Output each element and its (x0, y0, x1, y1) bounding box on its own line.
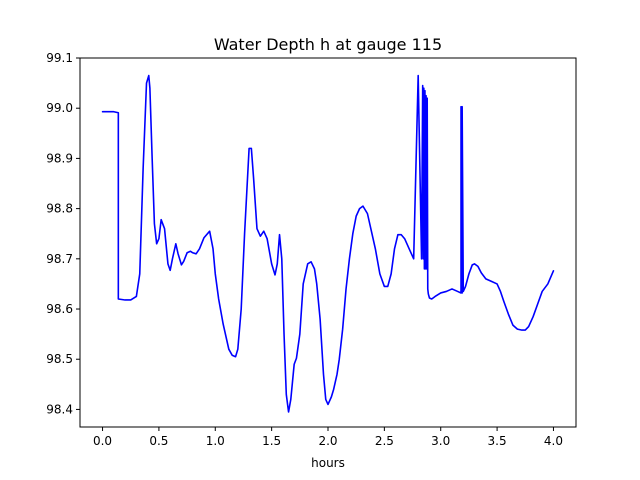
x-tick-label: 2.0 (318, 434, 337, 448)
plot-area (101, 74, 555, 413)
y-tick-label: 98.5 (46, 352, 73, 366)
series-line-0 (101, 74, 555, 413)
y-tick-label: 99.1 (46, 51, 73, 65)
x-tick-label: 1.5 (262, 434, 281, 448)
x-tick-label: 0.0 (93, 434, 112, 448)
plot-frame (79, 57, 577, 428)
y-tick-label: 98.9 (46, 151, 73, 165)
y-tick-label: 98.4 (46, 402, 73, 416)
y-tick-label: 98.7 (46, 252, 73, 266)
y-axis: 98.4 98.5 98.6 98.7 98.8 98.9 99.0 99.1 (46, 51, 80, 416)
x-axis: 0.0 0.5 1.0 1.5 2.0 2.5 3.0 3.5 4.0 (93, 427, 563, 448)
x-axis-label: hours (311, 456, 345, 470)
chart-title: Water Depth h at gauge 115 (214, 35, 442, 54)
x-tick-label: 2.5 (375, 434, 394, 448)
x-tick-label: 3.5 (488, 434, 507, 448)
y-tick-label: 98.6 (46, 302, 73, 316)
x-tick-label: 3.0 (431, 434, 450, 448)
x-tick-label: 0.5 (149, 434, 168, 448)
y-tick-label: 98.8 (46, 202, 73, 216)
x-tick-label: 1.0 (206, 434, 225, 448)
y-tick-label: 99.0 (46, 101, 73, 115)
x-tick-label: 4.0 (544, 434, 563, 448)
